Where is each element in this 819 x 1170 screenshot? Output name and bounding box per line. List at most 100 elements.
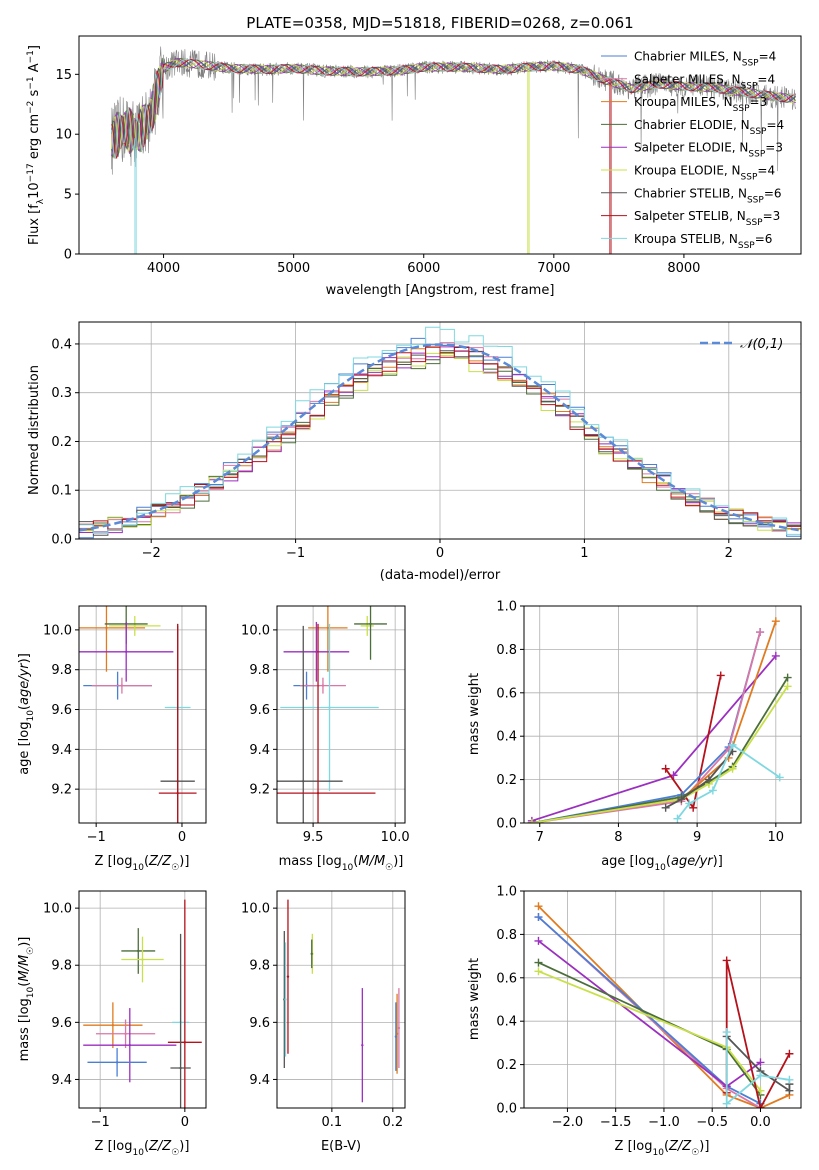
figure-title: PLATE=0358, MJD=51818, FIBERID=0268, z=0… [246, 14, 633, 32]
marker-plus [728, 764, 737, 773]
y-tick-label: 10.0 [43, 623, 72, 638]
y-tick-label: 0.4 [496, 1015, 517, 1030]
legend-entry: Salpeter ELODIE, NSSP=3 [634, 141, 783, 160]
y-tick-label: 9.4 [51, 1073, 72, 1088]
y-tick-label: 9.8 [249, 959, 270, 974]
legend-entry: Chabrier STELIB, NSSP=6 [634, 186, 782, 205]
x-tick-label: −1 [91, 1115, 110, 1130]
x-tick-label: 5000 [277, 261, 310, 276]
x-axis-label: (data-model)/error [380, 568, 501, 583]
y-tick-label: 0.4 [51, 337, 72, 352]
gaussian-curve [79, 343, 801, 532]
x-tick-label: −1 [87, 830, 106, 845]
x-axis-label: mass [log10(M/M☉)] [279, 854, 404, 873]
data-point [183, 1041, 187, 1044]
y-tick-label: 9.2 [51, 783, 72, 798]
data-point [128, 1043, 131, 1047]
legend-entry: Chabrier ELODIE, NSSP=4 [634, 118, 784, 137]
panel-spectrum: 4000 5000 6000 7000 8000 0 5 10 15 Chabrier MILES… [26, 35, 802, 298]
panel-age-vs-mass: 9.5 10.0 9.2 9.4 9.6 9.8 10.0 mass [log10(M/M☉)… [241, 605, 410, 873]
data-point [284, 998, 287, 1001]
marker-plus [722, 1028, 731, 1037]
marker-plus [783, 682, 792, 691]
marker-plus [756, 1104, 765, 1108]
data-point [326, 626, 330, 630]
data-point [310, 952, 313, 956]
data-point [120, 684, 124, 687]
panel-age-vs-Z: −1 0 9.2 9.4 9.6 9.8 10.0 Z [log10(Z/Z☉)] age [l… [17, 605, 207, 873]
x-axis-label: age [log10(age/yr)] [601, 854, 723, 873]
model-spectrum-chabrier-elodie [111, 57, 797, 158]
weight-line-salpeter-elodie [531, 655, 777, 822]
x-tick-label: 0.2 [382, 1115, 403, 1130]
marker-plus [783, 673, 792, 682]
y-tick-label: 10.0 [43, 902, 72, 917]
y-tick-label: 9.8 [249, 663, 270, 678]
y-tick-label: 10.0 [241, 623, 270, 638]
x-tick-label: −1.0 [648, 1115, 680, 1130]
y-tick-label: 9.6 [249, 1016, 270, 1031]
y-axis-label: age [log10(age/yr)] [17, 653, 36, 775]
y-tick-label: 9.2 [249, 783, 270, 798]
marker-plus [775, 773, 784, 782]
data-point [321, 684, 325, 687]
marker-plus [534, 936, 543, 945]
model-spectrum-kroupa-elodie [111, 59, 797, 254]
marker-plus [534, 958, 543, 967]
plot-area [79, 326, 801, 539]
x-tick-label: 9.5 [303, 830, 324, 845]
model-spectrum-salpeter-stelib [111, 59, 796, 254]
x-axis-label: Z [log10(Z/Z☉)] [615, 1139, 710, 1158]
data-point [176, 791, 179, 795]
marker-plus [708, 786, 717, 795]
data-point [286, 975, 290, 978]
x-tick-label: 0.1 [322, 1115, 343, 1130]
y-tick-label: 0.0 [496, 817, 517, 832]
y-tick-label: 10 [55, 128, 72, 143]
y-axis-label: mass weight [467, 958, 482, 1040]
axes-frame [78, 605, 207, 824]
data-point [394, 1035, 398, 1038]
y-tick-label: 9.4 [249, 1073, 270, 1088]
y-tick-label: 0.2 [51, 435, 72, 450]
x-tick-label: −2 [142, 546, 161, 561]
legend-entry: Salpeter MILES, NSSP=4 [634, 72, 775, 91]
model-spectrum-kroupa-stelib [111, 58, 797, 254]
y-tick-label: 0.4 [496, 730, 517, 745]
plot-area [111, 46, 797, 254]
data-point [315, 650, 318, 653]
marker-plus [685, 799, 694, 808]
data-point [328, 706, 331, 709]
panel-mass-vs-ebv: 0.1 0.2 9.4 9.6 9.8 10.0 E(B-V) [241, 890, 406, 1154]
x-tick-label: 2 [725, 546, 733, 561]
marker-plus [756, 1071, 765, 1080]
y-axis-label: mass [log10(M/M☉)] [17, 937, 36, 1062]
x-tick-label: 9 [693, 830, 701, 845]
y-tick-label: 9.6 [51, 703, 72, 718]
x-tick-label: 0.0 [750, 1115, 771, 1130]
plot-area [534, 902, 794, 1108]
marker-plus [771, 651, 780, 660]
x-tick-label: 10 [768, 830, 785, 845]
x-axis-label: wavelength [Angstrom, rest frame] [326, 283, 555, 298]
x-tick-label: 0 [436, 546, 444, 561]
y-axis-label: Flux [fλ10−17 erg cm−2 s−1 A−1] [26, 45, 46, 245]
y-tick-label: 9.8 [51, 959, 72, 974]
panel-weight-vs-age: 7 8 9 10 0.0 0.2 0.4 0.6 0.8 1.0 age [log10(age/yr… [467, 600, 802, 873]
data-point [366, 624, 369, 628]
x-tick-label: −1.5 [600, 1115, 632, 1130]
y-tick-label: 0 [64, 248, 72, 263]
y-tick-label: 9.6 [249, 703, 270, 718]
weight-line-salpeter-stelib [725, 960, 791, 1108]
marker-plus [756, 1086, 765, 1095]
x-tick-label: 0 [178, 830, 186, 845]
y-tick-label: 0.8 [496, 643, 517, 658]
data-point [369, 622, 372, 626]
plot-area [527, 617, 792, 823]
marker-plus [785, 1075, 794, 1084]
marker-plus [728, 740, 737, 749]
marker-plus [771, 617, 780, 626]
marker-plus [661, 803, 670, 812]
axes-frame [276, 890, 406, 1109]
